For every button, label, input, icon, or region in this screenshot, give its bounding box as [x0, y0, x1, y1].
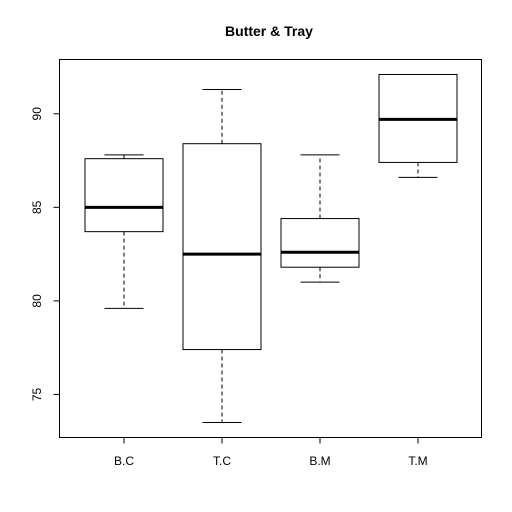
x-tick-label: B.C [114, 454, 134, 468]
y-tick-label: 80 [30, 294, 44, 308]
box-T.C [182, 88, 262, 424]
x-axis: B.C T.C B.M T.M [114, 437, 428, 468]
y-tick-label: 90 [30, 107, 44, 121]
y-tick-label: 75 [30, 387, 44, 401]
iqr-box [182, 143, 262, 351]
box-T.M [378, 73, 458, 178]
x-tick-label: B.M [309, 454, 330, 468]
y-tick-label: 85 [30, 200, 44, 214]
iqr-box [84, 158, 164, 233]
chart-title: Butter & Tray [225, 23, 313, 39]
x-tick-label: T.M [408, 454, 427, 468]
boxes-group [84, 73, 458, 424]
iqr-box [280, 218, 360, 268]
plot-frame [59, 59, 482, 438]
y-axis: 75 80 85 90 [30, 107, 60, 401]
box-B.M [280, 154, 360, 283]
x-tick-label: T.C [213, 454, 231, 468]
box-B.C [84, 154, 164, 309]
